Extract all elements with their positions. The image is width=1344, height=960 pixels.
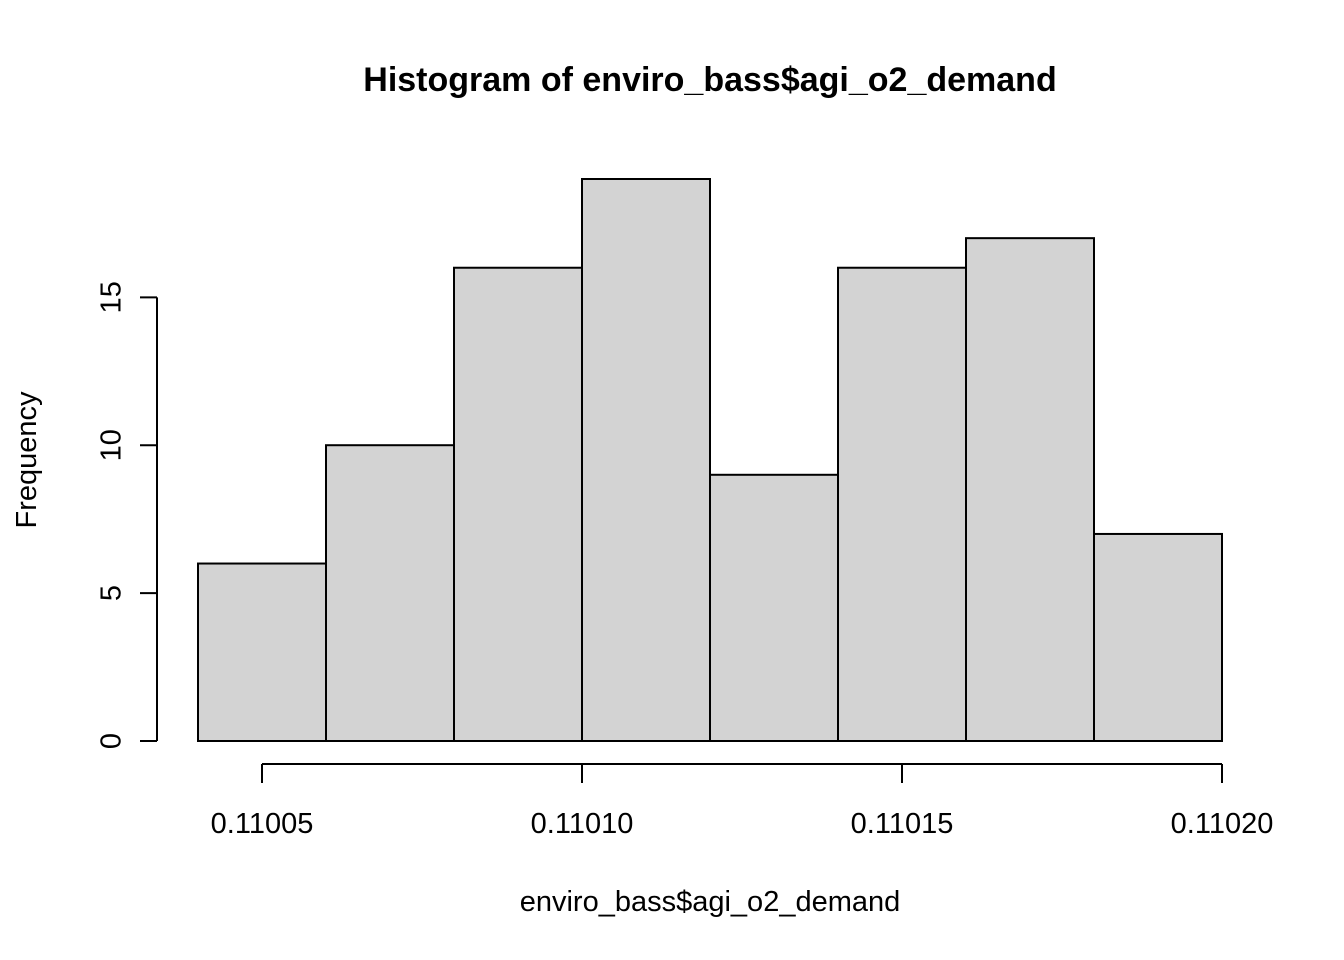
y-tick-label: 15 — [96, 281, 128, 313]
y-tick-label: 10 — [96, 429, 128, 461]
y-axis: 0 5 10 15 — [96, 281, 158, 749]
x-axis-label: enviro_bass$agi_o2_demand — [520, 886, 901, 918]
histogram-bar — [965, 237, 1095, 742]
y-tick-label: 0 — [96, 733, 128, 749]
y-axis-label: Frequency — [11, 391, 43, 529]
histogram-bar — [325, 444, 455, 742]
x-tick-label: 0.11005 — [211, 808, 314, 840]
histogram-bar — [837, 266, 967, 742]
x-tick-label: 0.11020 — [1171, 808, 1274, 840]
histogram-bars — [197, 178, 1223, 743]
x-tick-label: 0.11010 — [531, 808, 634, 840]
chart-title: Histogram of enviro_bass$agi_o2_demand — [363, 61, 1056, 99]
x-tick-label: 0.11015 — [851, 808, 954, 840]
histogram-bar — [581, 178, 711, 742]
y-tick-label: 5 — [96, 585, 128, 601]
histogram-bar — [197, 562, 327, 742]
x-axis: 0.11005 0.11010 0.11015 0.11020 — [211, 763, 1274, 840]
histogram-bar — [1093, 532, 1223, 743]
histogram-bar — [709, 473, 839, 742]
histogram-bar — [453, 266, 583, 742]
